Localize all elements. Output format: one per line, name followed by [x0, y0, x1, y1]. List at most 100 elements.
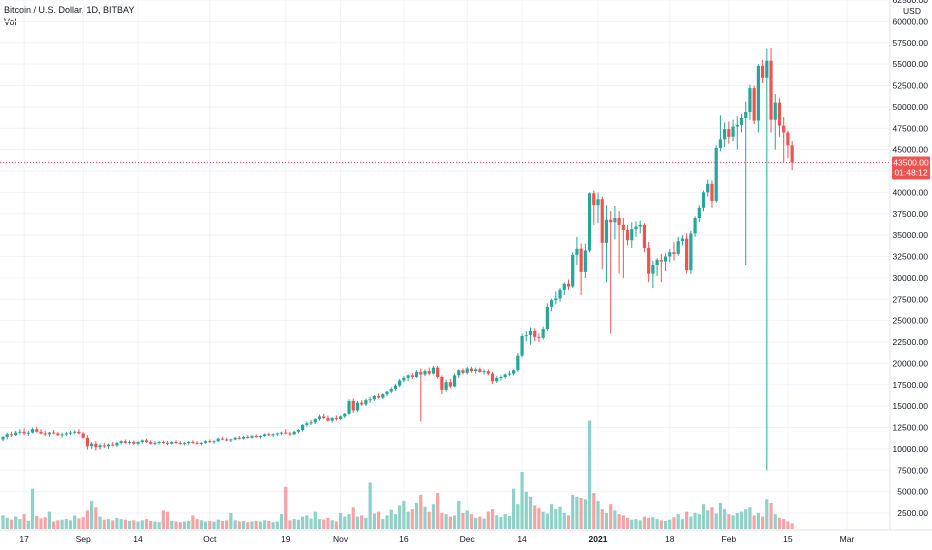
candle-body: [440, 377, 444, 390]
candle-body: [47, 432, 52, 435]
candle-body: [351, 400, 355, 411]
candle-body: [347, 400, 351, 414]
current-price-badge: 43500.00 01:48:12: [892, 156, 930, 180]
volume-bar: [161, 510, 165, 529]
volume-bar: [284, 486, 288, 529]
candle-body: [203, 441, 208, 443]
volume-bar: [343, 516, 347, 529]
volume-bar: [406, 511, 410, 529]
volume-bar: [77, 518, 81, 529]
volume-bar: [550, 504, 554, 529]
volume-bar: [398, 505, 402, 529]
candle-body: [431, 367, 436, 374]
candle-body: [507, 373, 511, 375]
candle-body: [592, 193, 596, 206]
candle-body: [550, 300, 554, 307]
price-tick-label: 17500.00: [893, 380, 929, 390]
price-tick-label: 15000.00: [893, 401, 929, 411]
price-tick-label: 62500.00: [893, 0, 929, 5]
candle-body: [199, 442, 203, 444]
volume-bar: [94, 507, 98, 529]
candle-body: [56, 433, 60, 436]
volume-bar: [208, 520, 212, 529]
candle-body: [621, 224, 625, 230]
candle-body: [406, 375, 410, 378]
candle-body: [144, 440, 149, 443]
price-tick-label: 37500.00: [893, 209, 929, 219]
volume-bar: [790, 523, 794, 529]
candle-body: [149, 442, 153, 444]
volume-bar: [541, 511, 545, 529]
price-tick-label: 60000.00: [893, 16, 929, 26]
candle-body: [5, 434, 9, 437]
volume-bar: [659, 520, 663, 529]
volume-bar: [503, 514, 507, 529]
volume-indicator-label[interactable]: Vol: [4, 17, 17, 27]
volume-bar: [165, 511, 170, 529]
bar-countdown: 01:48:12: [894, 167, 927, 177]
volume-bar: [364, 517, 368, 529]
volume-bar: [680, 519, 685, 529]
candle-body: [279, 432, 284, 434]
volume-bar: [132, 520, 136, 529]
time-axis[interactable]: 17 Sep 14 Oct 19 Nov 16 Dec 14 2021 18 Feb 15 Mar: [0, 529, 932, 544]
candle-body: [659, 259, 663, 262]
volume-bar: [617, 514, 621, 529]
candle-body: [668, 252, 672, 257]
volume-bar: [596, 501, 600, 529]
volume-bar: [457, 501, 461, 529]
volume-bar: [229, 512, 233, 529]
volume-bar: [351, 507, 355, 529]
candle-body: [558, 289, 562, 299]
symbol-title[interactable]: Bitcoin / U.S. Dollar, 1D, BITBAY: [4, 5, 135, 15]
volume-bar: [81, 517, 85, 529]
candle-body: [111, 444, 115, 446]
candle-body: [182, 442, 187, 444]
candle-body: [744, 112, 748, 118]
candle-body: [444, 382, 448, 390]
volume-bar: [187, 520, 191, 529]
volume-bar: [461, 512, 465, 529]
volume-bar: [309, 518, 313, 529]
time-tick-label: 14: [133, 534, 143, 544]
candle-body: [663, 256, 668, 262]
volume-bar: [558, 506, 562, 529]
candle-body: [26, 432, 30, 434]
candle-body: [355, 402, 360, 411]
candle-body: [153, 442, 157, 444]
candle-body: [288, 433, 292, 435]
candle-body: [575, 248, 579, 255]
candle-body: [301, 424, 305, 431]
price-axis[interactable]: 2500.00 5000.00 7500.00 10000.00 12500.00 150…: [889, 0, 932, 550]
volume-bar: [360, 515, 364, 529]
candle-body: [212, 441, 216, 443]
candle-body: [457, 370, 461, 376]
volume-bar: [723, 509, 727, 529]
time-tick-label: Nov: [333, 534, 349, 544]
volume-bar: [241, 520, 246, 529]
volume-bar: [718, 502, 722, 529]
candle-body: [680, 238, 685, 242]
volume-bar: [85, 510, 89, 529]
candle-body: [465, 368, 469, 373]
volume-bar: [647, 517, 651, 529]
volume-bar: [769, 502, 773, 529]
candle-body: [537, 336, 541, 338]
volume-bar: [714, 513, 718, 529]
volume-bar: [305, 515, 309, 529]
candle-body: [385, 391, 389, 395]
volume-bar: [149, 520, 153, 529]
candle-body: [701, 192, 706, 208]
volume-bar: [144, 519, 149, 529]
volume-bar: [668, 519, 672, 529]
volume-bar: [334, 521, 338, 529]
volume-bar: [739, 511, 744, 529]
candle-body: [102, 445, 106, 447]
candle-body: [630, 229, 634, 241]
volume-bar: [174, 521, 178, 529]
candle-body: [309, 422, 313, 424]
candle-body: [123, 441, 127, 443]
time-tick-label: Mar: [840, 534, 855, 544]
volume-bar: [203, 521, 208, 529]
